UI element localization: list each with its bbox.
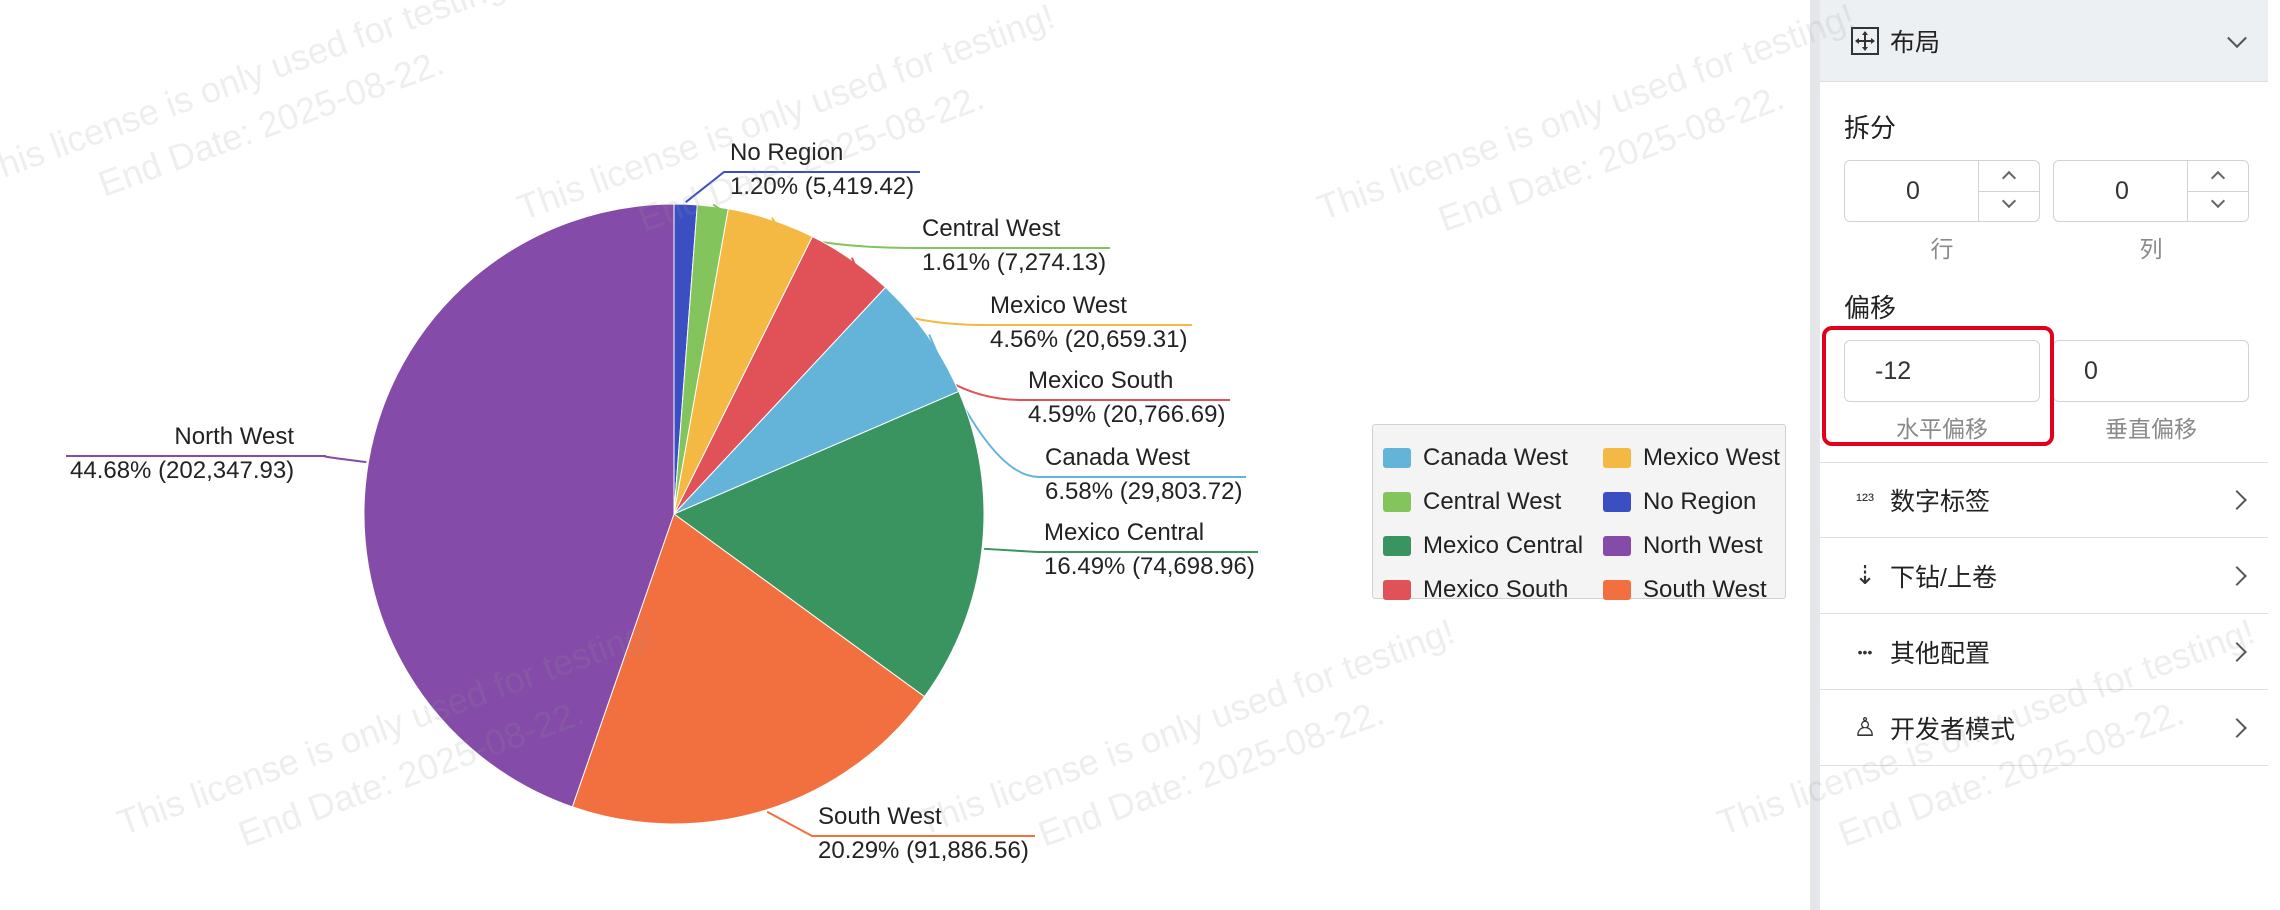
config-panel: 布局 拆分 0 行 0 列 偏移 -12 水平偏移 0 垂直偏移 ¹²³ 数字标 [1810, 0, 2280, 910]
legend-swatch [1603, 492, 1631, 512]
legend-item[interactable]: Central West [1383, 480, 1603, 524]
panel-divider[interactable] [1810, 0, 1820, 910]
chevron-right-icon [2227, 565, 2247, 586]
split-cols-value[interactable]: 0 [2115, 177, 2129, 205]
layout-section-title: 布局 [1890, 28, 1941, 57]
pie-slice[interactable] [363, 203, 675, 808]
slice-label-value: 1.61% (7,274.13) [922, 249, 1106, 276]
slice-label-name: Mexico South [1028, 367, 1173, 394]
chevron-right-icon [2227, 717, 2247, 738]
legend-item[interactable]: Canada West [1383, 436, 1603, 480]
legend-label: Mexico West [1643, 444, 1780, 471]
slice-label-name: South West [818, 803, 942, 830]
slice-label-value: 6.58% (29,803.72) [1045, 478, 1242, 505]
slice-label-name: No Region [730, 139, 843, 166]
slice-label-name: Canada West [1045, 444, 1190, 471]
legend-swatch [1383, 492, 1411, 512]
slice-label-name: Mexico West [990, 292, 1127, 319]
slice-label-value: 44.68% (202,347.93) [70, 457, 294, 484]
legend-swatch [1603, 536, 1631, 556]
legend-item[interactable]: Mexico Central [1383, 524, 1603, 568]
drill-icon: ⇣ [1854, 560, 1876, 590]
highlight-box [1822, 326, 2054, 446]
pie-chart-area: No Region 1.20% (5,419.42) Central West 1.6… [66, 139, 1789, 864]
legend-label: Mexico South [1423, 576, 1569, 603]
slice-label-value: 20.29% (91,886.56) [818, 837, 1029, 864]
split-rows-caption: 行 [1930, 236, 1954, 262]
split-rows-value[interactable]: 0 [1906, 177, 1920, 205]
section-title: 下钻/上卷 [1890, 563, 1997, 592]
pie-slice[interactable] [672, 390, 985, 698]
section-developer-mode[interactable]: ♙ 开发者模式 [1820, 690, 2268, 766]
chevron-right-icon [2227, 490, 2247, 510]
legend-item[interactable]: No Region [1603, 480, 1789, 524]
legend-item[interactable]: North West [1603, 524, 1789, 568]
legend-swatch [1383, 448, 1411, 468]
horizontal-offset-caption: 水平偏移 [1896, 416, 1988, 442]
slice-label-name: Central West [922, 215, 1061, 242]
slice-label-value: 1.20% (5,419.42) [730, 173, 914, 200]
section-title: 数字标签 [1890, 488, 1991, 516]
label-leader-line [928, 334, 1246, 478]
section-title: 其他配置 [1890, 639, 1991, 668]
legend-label: Canada West [1423, 444, 1568, 471]
legend-label: No Region [1643, 488, 1757, 515]
split-cols-stepper[interactable]: 0 [2053, 160, 2249, 222]
vertical-offset-caption: 垂直偏移 [2105, 416, 2197, 442]
section-title: 开发者模式 [1890, 715, 2016, 744]
more-icon: ••• [1857, 643, 1873, 660]
slice-label-name: Mexico Central [1044, 519, 1204, 546]
chevron-right-icon [2227, 641, 2247, 662]
chevron-down-icon [2227, 27, 2247, 48]
label-leader-line [66, 455, 367, 464]
chart-legend: Canada West Mexico West Central West No … [1372, 424, 1789, 603]
legend-label: South West [1643, 576, 1767, 603]
label-leader-line [983, 547, 1258, 553]
legend-swatch [1383, 580, 1411, 600]
split-rows-stepper[interactable]: 0 [1844, 160, 2040, 222]
section-other-config[interactable]: ••• 其他配置 [1820, 614, 2268, 690]
increment-button[interactable] [2188, 161, 2248, 192]
legend-label: North West [1643, 532, 1763, 559]
split-cols-caption: 列 [2139, 236, 2163, 262]
vertical-offset-input[interactable]: 0 [2053, 340, 2249, 402]
offset-label: 偏移 [1844, 293, 1897, 323]
pie-slice[interactable] [673, 286, 960, 515]
section-drill[interactable]: ⇣ 下钻/上卷 [1820, 538, 2268, 614]
label-leader-line [685, 171, 920, 204]
legend-swatch [1603, 448, 1631, 468]
panel-content: 布局 拆分 0 行 0 列 偏移 -12 水平偏移 0 垂直偏移 ¹²³ 数字标 [1820, 0, 2268, 910]
split-label: 拆分 [1844, 113, 1897, 143]
developer-icon: ♙ [1853, 712, 1877, 742]
decrement-button[interactable] [2188, 191, 2248, 221]
legend-swatch [1383, 536, 1411, 556]
slice-label-value: 4.56% (20,659.31) [990, 326, 1187, 353]
horizontal-offset-input[interactable]: -12 [1844, 340, 2040, 402]
legend-item[interactable]: Mexico South [1383, 568, 1603, 612]
increment-button[interactable] [1979, 161, 2039, 192]
legend-swatch [1603, 580, 1631, 600]
number-label-icon: ¹²³ [1856, 489, 1874, 510]
slice-label-value: 16.49% (74,698.96) [1044, 553, 1255, 580]
legend-label: Central West [1423, 488, 1562, 515]
slice-label-value: 4.59% (20,766.69) [1028, 401, 1225, 428]
legend-item[interactable]: Mexico West [1603, 436, 1789, 480]
legend-item[interactable]: South West [1603, 568, 1789, 612]
label-leader-line [766, 810, 1035, 837]
layout-section-header[interactable]: 布局 [1820, 0, 2268, 82]
decrement-button[interactable] [1979, 191, 2039, 221]
section-number-label[interactable]: ¹²³ 数字标签 [1820, 462, 2268, 538]
pie-chart: No Region 1.20% (5,419.42) Central West 1.6… [66, 139, 1258, 864]
slice-label-name: North West [174, 423, 294, 450]
pie-slice[interactable] [571, 513, 926, 825]
layout-icon [1848, 24, 1882, 58]
legend-label: Mexico Central [1423, 532, 1584, 559]
